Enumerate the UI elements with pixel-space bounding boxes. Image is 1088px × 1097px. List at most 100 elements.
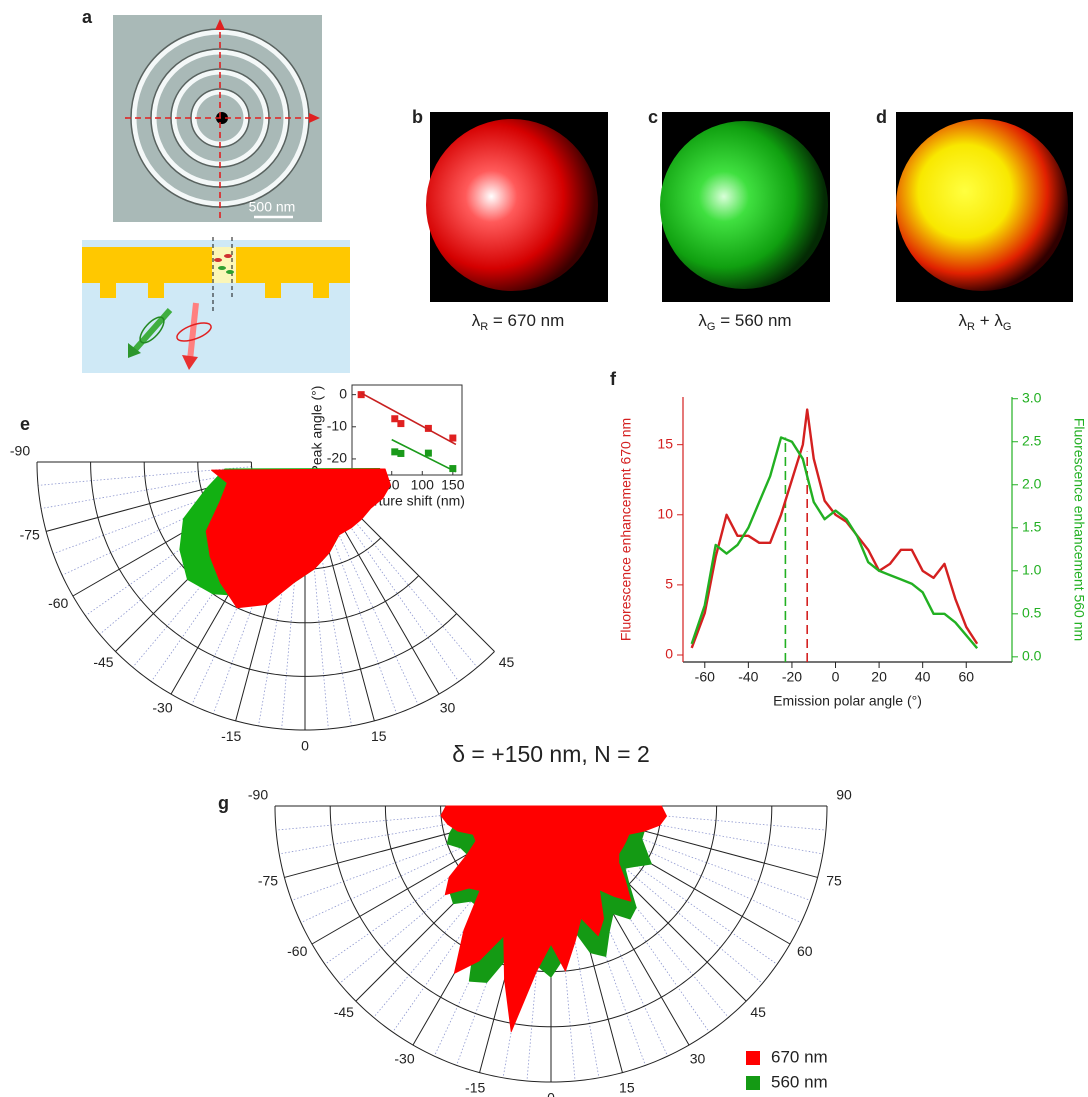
panel-label: g	[218, 793, 229, 813]
legend-label: 560 nm	[771, 1072, 828, 1091]
theta-tick-label: -15	[465, 1080, 485, 1096]
point	[449, 465, 457, 473]
y2-tick-label: 3.0	[1022, 389, 1042, 405]
theta-tick-label: -15	[221, 728, 241, 744]
y2-tick-label: 1.5	[1022, 518, 1042, 534]
theta-tick-label: -75	[258, 873, 278, 889]
panel-label: c	[648, 107, 658, 127]
y2-tick-label: 2.5	[1022, 432, 1042, 448]
point	[357, 391, 365, 399]
panel-label: e	[20, 414, 30, 434]
theta-tick-label: 30	[690, 1050, 706, 1066]
minor-spoke	[335, 505, 460, 682]
theta-tick-label: 75	[826, 873, 842, 889]
y2-tick-label: 2.0	[1022, 475, 1042, 491]
lobe	[440, 805, 667, 1033]
ring	[143, 461, 420, 624]
theta-tick-label: -60	[48, 595, 68, 611]
panel-label: f	[610, 369, 617, 389]
x-tick-label: 20	[871, 669, 887, 685]
theta-tick-label: -45	[334, 1004, 354, 1020]
caption-part: λ	[959, 311, 968, 330]
theta-tick-label: -90	[248, 787, 268, 803]
series-line	[690, 436, 979, 650]
minor-spoke	[327, 510, 419, 706]
point	[424, 424, 432, 432]
y2-tick-label: 0.5	[1022, 605, 1042, 621]
spoke	[331, 508, 440, 695]
y2-tick-label: 1.0	[1022, 562, 1042, 578]
y-axis-label: Fluorescence enhancement 670 nm	[618, 418, 634, 641]
point	[391, 415, 399, 423]
scale-bar-label: 500 nm	[249, 199, 296, 215]
point	[397, 420, 405, 428]
caption-part: G	[1003, 321, 1012, 333]
caption-part: = 670 nm	[488, 311, 564, 330]
y-tick-label: 15	[657, 435, 673, 451]
theta-tick-label: 60	[797, 943, 813, 959]
caption-part: G	[707, 321, 716, 333]
schematic	[82, 237, 350, 373]
plot-frame	[351, 384, 463, 476]
x-tick-label: -20	[782, 669, 802, 685]
theta-tick-label: 90	[836, 787, 852, 803]
caption-part: = 560 nm	[715, 311, 791, 330]
legend-swatch	[746, 1051, 760, 1065]
theta-tick-label: -45	[93, 654, 113, 670]
caption-part: λ	[698, 311, 707, 330]
theta-tick-label: 15	[619, 1080, 635, 1096]
theta-tick-label: 15	[371, 728, 387, 744]
y-tick-label: -20	[327, 450, 347, 466]
chart-title: δ = +150 nm, N = 2	[452, 741, 650, 767]
theta-tick-label: 45	[750, 1004, 766, 1020]
theta-tick-label: 0	[547, 1090, 555, 1097]
series-line	[690, 408, 979, 649]
theta-tick-label: 45	[499, 654, 515, 670]
y-tick-label: -10	[327, 417, 347, 433]
spoke	[342, 499, 495, 652]
point	[449, 434, 457, 442]
y2-axis-label: Fluorescence enhancement 560 nm	[1071, 418, 1087, 641]
legend-label: 670 nm	[771, 1047, 828, 1066]
x-tick-label: -60	[695, 669, 715, 685]
theta-tick-label: -90	[10, 443, 30, 459]
y-axis-label: Peak angle (°)	[309, 386, 325, 475]
caption: λR + λG	[959, 311, 1012, 332]
x-tick-label: 150	[441, 477, 465, 493]
y-tick-label: 0	[665, 646, 673, 662]
caption-part: λ	[472, 311, 481, 330]
y-tick-label: 0	[339, 385, 347, 401]
theta-tick-label: -30	[394, 1050, 414, 1066]
x-tick-label: 40	[915, 669, 931, 685]
theta-tick-label: 30	[440, 700, 456, 716]
minor-spoke	[322, 512, 398, 714]
theta-tick-label: -75	[20, 526, 40, 542]
sem-image: 500 nm	[113, 15, 322, 222]
y-tick-label: 5	[665, 576, 673, 592]
point	[397, 449, 405, 457]
x-tick-label: -40	[738, 669, 758, 685]
panel-label: a	[82, 7, 93, 27]
micrographs	[426, 112, 1073, 302]
y2-tick-label: 0.0	[1022, 648, 1042, 664]
fit-line	[360, 392, 457, 446]
point	[424, 449, 432, 457]
x-axis-label: Emission polar angle (°)	[773, 693, 922, 709]
ring	[90, 461, 457, 677]
caption: λR = 670 nm	[472, 311, 565, 332]
fit-line	[391, 438, 457, 473]
caption: λG = 560 nm	[698, 311, 791, 332]
minor-spoke	[339, 502, 478, 668]
ring	[36, 461, 495, 731]
x-tick-label: 100	[411, 477, 435, 493]
panel-label: d	[876, 107, 887, 127]
caption-part: R	[967, 321, 975, 333]
theta-tick-label: -30	[152, 700, 172, 716]
lobe	[205, 468, 391, 609]
theta-tick-label: -60	[287, 943, 307, 959]
point	[391, 448, 399, 456]
caption-part: + λ	[975, 311, 1003, 330]
x-tick-label: 0	[832, 669, 840, 685]
panel-labels: a b c d e f g	[20, 7, 887, 813]
